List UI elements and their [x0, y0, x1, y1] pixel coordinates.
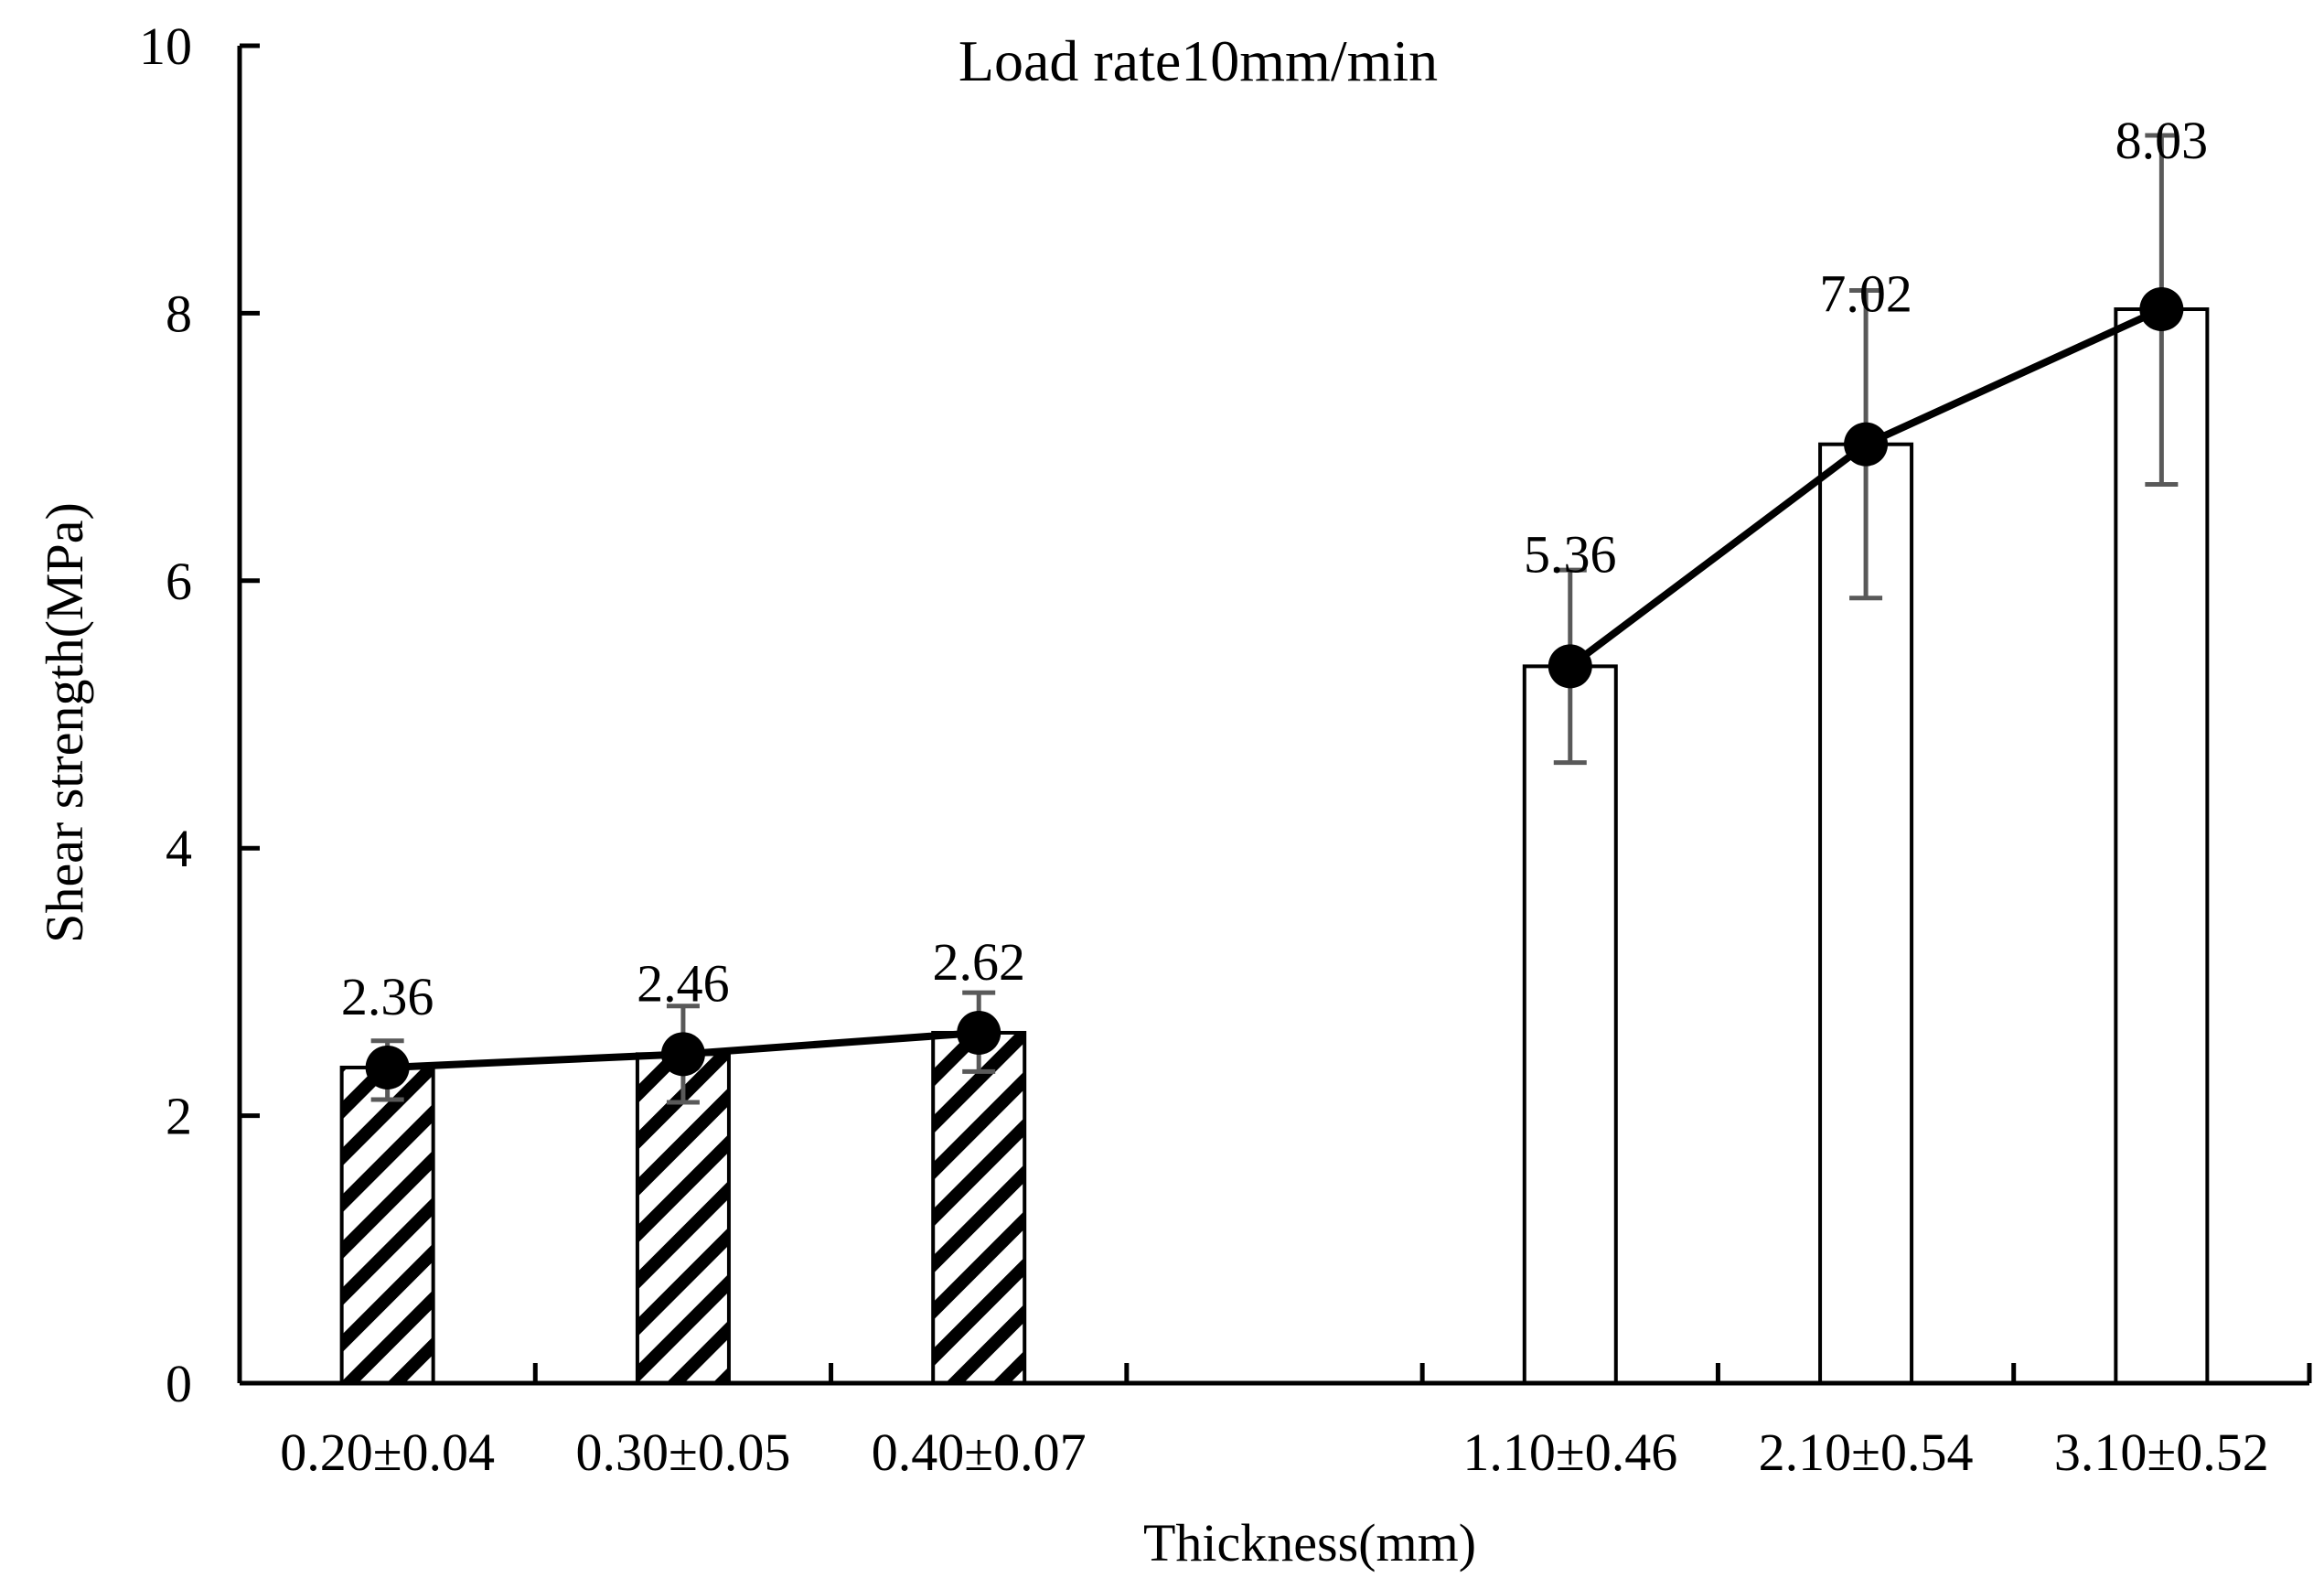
axes-layer: 0 2 4 6 8 10 0.20±0.04 0.30±0.05 0.40±0.07 1.10±0… [139, 16, 2312, 1482]
chart-title: Load rate10mm/min [959, 28, 1438, 93]
marker-6 [1844, 422, 1889, 467]
y-tick-label: 0 [166, 1354, 192, 1413]
y-tick-label: 2 [166, 1087, 192, 1146]
marker-7 [2139, 287, 2184, 332]
x-tick-label: 1.10±0.46 [1462, 1422, 1677, 1482]
marker-2 [660, 1032, 705, 1077]
x-axis-title: Thickness(mm) [1143, 1513, 1476, 1573]
y-tick-label: 10 [139, 16, 192, 76]
data-label-5: 5.36 [1524, 524, 1617, 584]
marker-3 [957, 1010, 1001, 1055]
bars-layer [339, 307, 2210, 1386]
x-tick-label: 0.30±0.05 [576, 1422, 791, 1482]
bar-5 [1522, 664, 1618, 1385]
bar-1 [339, 1065, 435, 1386]
data-label-3: 2.62 [932, 932, 1025, 992]
data-label-2: 2.46 [637, 953, 730, 1013]
y-axis-title: Shear strength(MPa) [35, 502, 94, 943]
x-tick-label: 0.20±0.04 [280, 1422, 495, 1482]
y-tick-label: 6 [166, 552, 192, 611]
x-tick-label: 2.10±0.54 [1759, 1422, 1974, 1482]
x-tick-label: 0.40±0.07 [872, 1422, 1087, 1482]
x-tick-label: 3.10±0.52 [2054, 1422, 2269, 1482]
marker-1 [365, 1045, 410, 1090]
data-label-1: 2.36 [341, 967, 434, 1026]
y-tick-label: 8 [166, 284, 192, 343]
y-tick-label: 4 [166, 819, 192, 878]
bar-2 [635, 1052, 731, 1386]
bar-6 [1818, 442, 1914, 1385]
data-label-7: 8.03 [2115, 111, 2209, 170]
data-labels-layer: 2.36 2.46 2.62 5.36 7.02 8.03 [341, 111, 2208, 1026]
markers-layer [365, 287, 2184, 1090]
marker-5 [1548, 644, 1592, 689]
bar-3 [931, 1030, 1027, 1386]
data-label-6: 7.02 [1819, 264, 1912, 324]
